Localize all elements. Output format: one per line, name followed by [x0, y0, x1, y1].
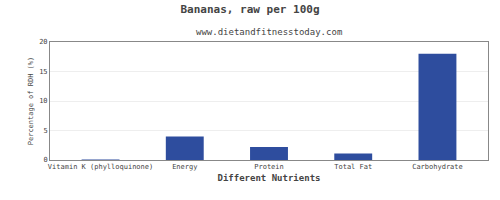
svg-text:Protein: Protein	[254, 163, 284, 171]
svg-text:www.dietandfitnesstoday.com: www.dietandfitnesstoday.com	[196, 27, 342, 37]
svg-text:15: 15	[39, 68, 47, 76]
svg-text:10: 10	[39, 97, 47, 105]
svg-text:Carbohydrate: Carbohydrate	[412, 163, 463, 171]
svg-text:Energy: Energy	[172, 163, 197, 171]
svg-text:Percentage of RDH (%): Percentage of RDH (%)	[27, 57, 35, 146]
svg-text:20: 20	[39, 38, 47, 46]
svg-text:Total Fat: Total Fat	[334, 163, 372, 171]
svg-text:5: 5	[43, 127, 47, 135]
svg-text:0: 0	[43, 156, 47, 164]
svg-text:Bananas, raw per 100g: Bananas, raw per 100g	[180, 3, 319, 16]
svg-text:Different Nutrients: Different Nutrients	[218, 173, 321, 183]
svg-text:Vitamin K (phylloquinone): Vitamin K (phylloquinone)	[48, 163, 153, 171]
